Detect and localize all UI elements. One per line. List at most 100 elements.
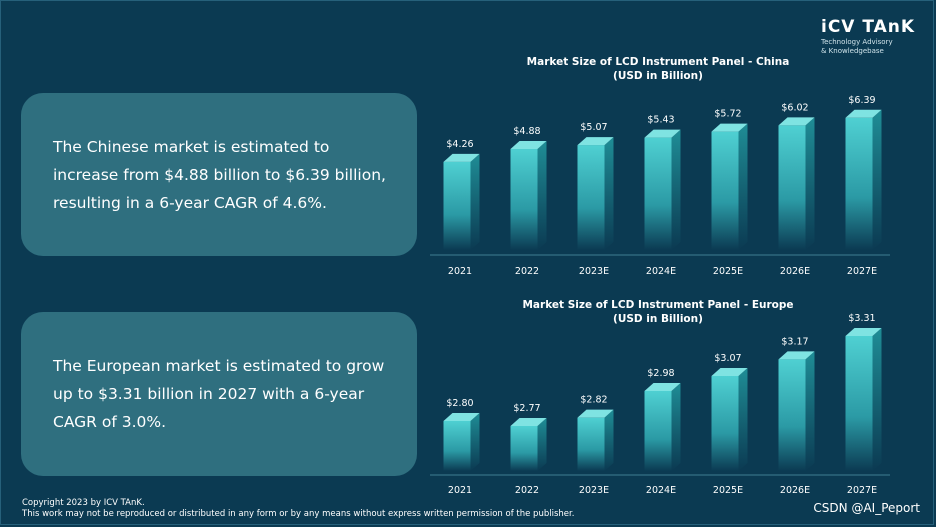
bar-2027E <box>845 109 882 250</box>
bar-front <box>443 161 471 250</box>
chart-title: Market Size of LCD Instrument Panel - Ch… <box>527 56 790 68</box>
value-label: $5.07 <box>580 122 607 133</box>
bar-2022 <box>510 141 547 250</box>
bar-2026E <box>778 351 815 471</box>
bar-2026E <box>778 117 815 251</box>
bar-top <box>711 123 748 132</box>
china-bar-chart: Market Size of LCD Instrument Panel - Ch… <box>430 50 890 282</box>
category-label: 2022 <box>515 485 539 496</box>
bar-top <box>711 368 748 376</box>
permission-notice: This work may not be reproduced or distr… <box>22 509 575 519</box>
category-label: 2024E <box>646 266 676 277</box>
bar-front <box>778 125 806 250</box>
bar-2021 <box>443 413 480 471</box>
bar-front <box>577 417 605 471</box>
bar-side <box>872 109 882 250</box>
bar-side <box>537 418 547 471</box>
bar-side <box>604 137 614 250</box>
bar-front <box>845 117 873 250</box>
category-label: 2027E <box>847 266 877 277</box>
category-label: 2023E <box>579 266 609 277</box>
bar-side <box>738 368 748 471</box>
bar-front <box>711 131 739 250</box>
bar-top <box>778 117 815 126</box>
value-label: $4.88 <box>513 126 540 137</box>
value-label: $6.02 <box>781 102 808 113</box>
bar-side <box>671 383 681 471</box>
logo-tagline-2: & Knowledgebase <box>821 47 884 55</box>
value-label: $2.80 <box>446 398 473 409</box>
chart-title: Market Size of LCD Instrument Panel - Eu… <box>522 299 793 311</box>
value-label: $6.39 <box>848 95 875 106</box>
category-label: 2026E <box>780 485 810 496</box>
bar-2023E <box>577 409 614 471</box>
value-label: $3.17 <box>781 336 808 347</box>
category-label: 2022 <box>515 266 539 277</box>
value-label: $3.07 <box>714 353 741 364</box>
bar-side <box>671 129 681 250</box>
logo-tagline-1: Technology Advisory <box>821 38 893 46</box>
watermark: CSDN @AI_Peport <box>813 501 920 515</box>
chart-subtitle: (USD in Billion) <box>613 70 703 82</box>
china-summary-text: The Chinese market is estimated to incre… <box>53 137 386 212</box>
bar-side <box>604 409 614 471</box>
bar-front <box>845 336 873 471</box>
category-label: 2024E <box>646 485 676 496</box>
europe-summary-panel: The European market is estimated to grow… <box>21 312 417 476</box>
bar-front <box>711 376 739 471</box>
bar-2025E <box>711 123 748 250</box>
bar-2025E <box>711 368 748 471</box>
bar-front <box>510 149 538 250</box>
bar-top <box>443 413 480 421</box>
bar-top <box>510 418 547 426</box>
bar-front <box>577 145 605 250</box>
category-label: 2027E <box>847 485 877 496</box>
category-label: 2023E <box>579 485 609 496</box>
bar-side <box>738 123 748 250</box>
category-label: 2025E <box>713 485 743 496</box>
value-label: $2.77 <box>513 403 540 414</box>
bar-top <box>577 137 614 146</box>
bar-side <box>805 117 815 251</box>
chart-subtitle: (USD in Billion) <box>613 313 703 325</box>
copyright-text: Copyright 2023 by ICV TAnK. <box>22 498 145 508</box>
bar-2023E <box>577 137 614 250</box>
bar-top <box>778 351 815 360</box>
value-label: $5.43 <box>647 115 674 126</box>
value-label: $2.98 <box>647 368 674 379</box>
bar-2021 <box>443 153 480 250</box>
bar-2027E <box>845 328 882 471</box>
bar-top <box>644 129 681 138</box>
bar-2022 <box>510 418 547 471</box>
bar-top <box>845 328 882 336</box>
logo-name: iCV TAnK <box>821 17 916 37</box>
bar-side <box>537 141 547 250</box>
bar-top <box>577 409 614 418</box>
bar-2024E <box>644 383 681 471</box>
category-label: 2021 <box>448 266 472 277</box>
bar-side <box>470 413 480 471</box>
bar-2024E <box>644 129 681 250</box>
bar-front <box>778 359 806 471</box>
value-label: $5.72 <box>714 109 741 120</box>
value-label: $4.26 <box>446 139 473 150</box>
europe-summary-text: The European market is estimated to grow… <box>53 357 385 431</box>
category-label: 2025E <box>713 266 743 277</box>
bar-front <box>443 421 471 471</box>
bar-side <box>805 351 815 471</box>
category-label: 2026E <box>780 266 810 277</box>
value-label: $2.82 <box>580 395 607 406</box>
bar-side <box>872 328 882 471</box>
category-label: 2021 <box>448 485 472 496</box>
brand-logo: iCV TAnK Technology Advisory & Knowledge… <box>821 17 915 55</box>
bar-top <box>510 141 547 150</box>
bar-top <box>644 383 681 391</box>
bar-front <box>510 426 538 471</box>
value-label: $3.31 <box>848 313 875 324</box>
bar-front <box>644 137 672 250</box>
bar-front <box>644 391 672 471</box>
europe-bar-chart: Market Size of LCD Instrument Panel - Eu… <box>430 293 890 500</box>
bar-side <box>470 153 480 250</box>
bar-top <box>845 109 882 118</box>
